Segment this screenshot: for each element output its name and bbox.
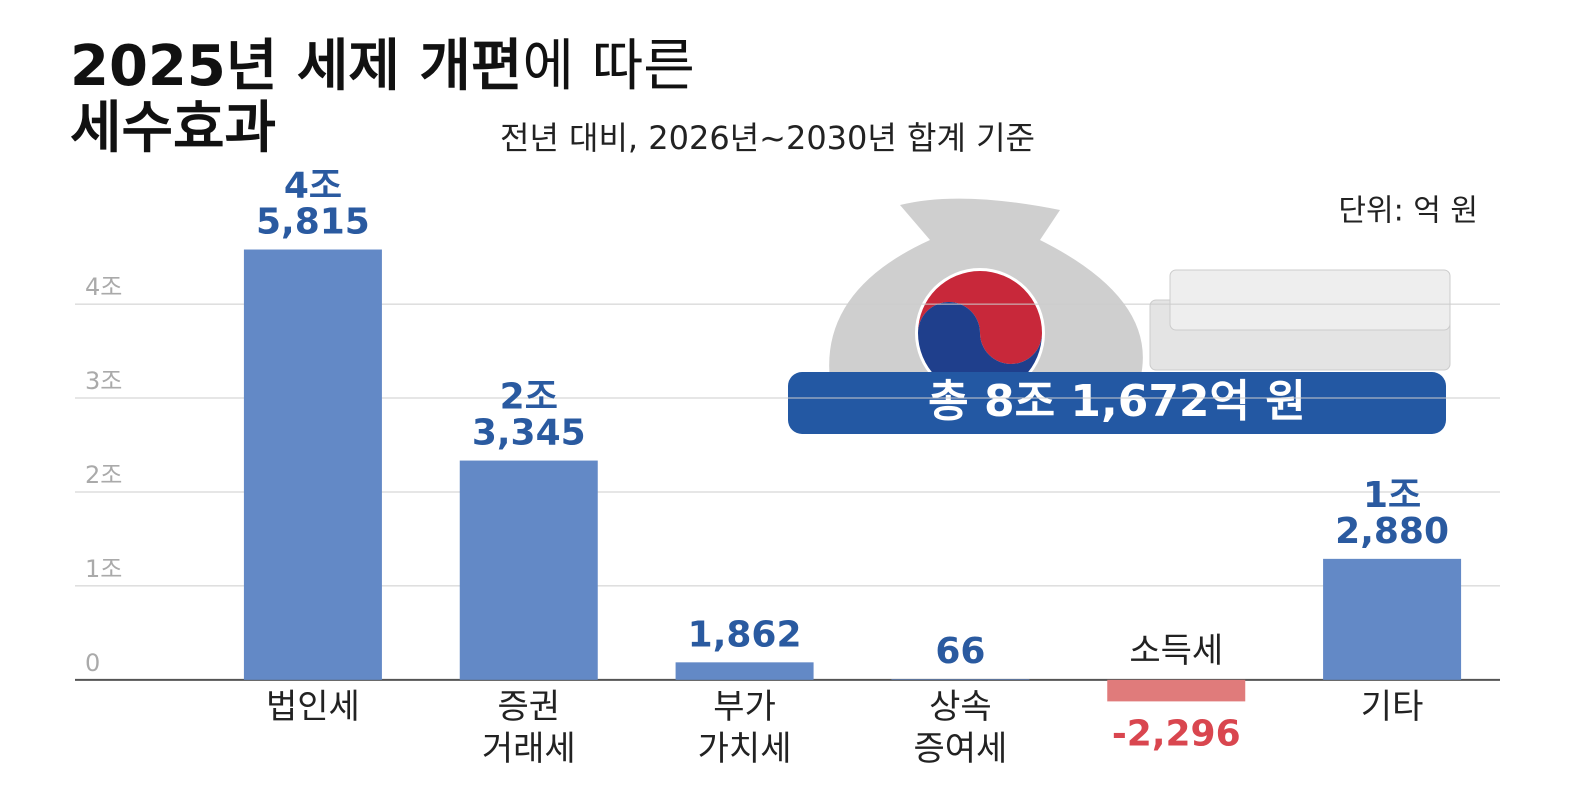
title-bold: 2025년 세제 개편 bbox=[70, 34, 522, 99]
chart-subtitle: 전년 대비, 2026년~2030년 합계 기준 bbox=[500, 119, 1035, 157]
bar bbox=[459, 460, 598, 680]
bar bbox=[1107, 679, 1246, 702]
value-label: -2,296 bbox=[1112, 713, 1241, 754]
chart-title: 2025년 세제 개편에 따른 bbox=[70, 34, 695, 99]
y-tick-label: 3조 bbox=[85, 367, 122, 395]
y-tick-label: 0 bbox=[85, 649, 100, 677]
value-label: 66 bbox=[935, 631, 985, 672]
value-label: 4조 5,815 bbox=[256, 166, 370, 243]
title-light: 에 따른 bbox=[522, 34, 694, 99]
x-tick-label: 기타 bbox=[1361, 686, 1424, 726]
x-tick-label: 소득세 bbox=[1129, 630, 1223, 670]
bar bbox=[1323, 558, 1462, 680]
x-tick-label: 부가 가치세 bbox=[698, 686, 792, 768]
x-tick-label: 법인세 bbox=[266, 686, 360, 726]
value-label: 1,862 bbox=[688, 614, 802, 655]
money-illustration bbox=[788, 198, 1451, 434]
y-tick-label: 4조 bbox=[85, 273, 122, 301]
total-annotation: 총 8조 1,672억 원 bbox=[928, 376, 1306, 427]
y-tick-label: 2조 bbox=[85, 461, 122, 489]
chart-title-line2: 세수효과 bbox=[70, 96, 276, 161]
x-tick-label: 상속 증여세 bbox=[913, 686, 1007, 768]
bar bbox=[243, 249, 382, 680]
value-label: 1조 2,880 bbox=[1335, 475, 1449, 552]
y-tick-label: 1조 bbox=[85, 555, 122, 583]
bar bbox=[675, 662, 814, 680]
value-label: 2조 3,345 bbox=[472, 377, 586, 454]
x-tick-label: 증권 거래세 bbox=[482, 686, 576, 768]
unit-label: 단위: 억 원 bbox=[1338, 194, 1478, 229]
bar bbox=[891, 679, 1030, 680]
